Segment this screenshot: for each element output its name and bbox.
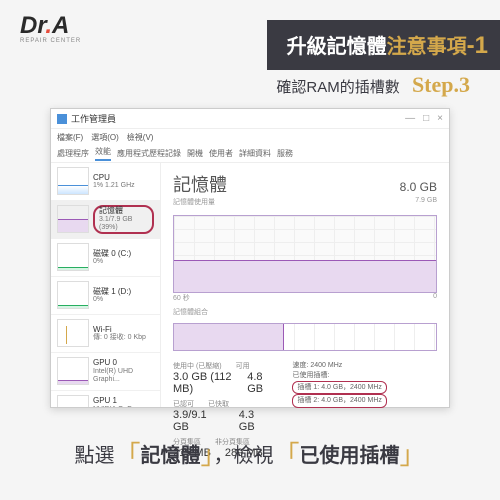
sub-text: 確認RAM的插槽數 [276,79,399,96]
instruction-text: 點選「記憶體」，檢視「已使用插槽」 [0,435,500,472]
chart-max: 7.9 GB [415,197,437,207]
sidebar-item-disk[interactable]: 磁碟 1 (D:)0% [51,277,160,315]
sidebar-item-gpu[interactable]: GPU 0Intel(R) UHD Graphi... [51,353,160,391]
header-num: 1 [475,32,488,59]
titlebar: 工作管理員 — □ × [51,109,449,129]
memory-chart [173,215,437,293]
sidebar: CPU1% 1.21 GHz記憶體3.1/7.9 GB (39%)磁碟 0 (C… [51,163,161,407]
slot-info: 插槽 1: 4.0 GB，2400 MHz [292,381,386,395]
bracket-close-1: 」 [200,440,213,470]
menu-item[interactable]: 檢視(V) [127,132,154,143]
side-val: 傳: 0 接收: 0 Kbp [93,334,146,342]
chart-time: 60 秒 [173,293,190,303]
sidebar-item-wifi[interactable]: Wi-Fi傳: 0 接收: 0 Kbp [51,315,160,353]
stat-value: 3.0 GB (112 MB) [173,371,233,395]
bracket-close-2: 」 [400,440,426,470]
side-name: GPU 1 [93,396,154,406]
comp-label: 記憶體組合 [173,307,437,317]
tab-item[interactable]: 應用程式歷程記錄 [117,148,181,159]
side-name: Wi-Fi [93,325,146,335]
maximize-button[interactable]: □ [423,113,429,124]
header-text-2: 注意事項 [387,36,467,58]
stat-label: 使用中 (已壓縮) [173,361,222,371]
side-val: 0% [93,258,131,266]
side-val: 3.1/7.9 GB (39%) [99,216,148,233]
stat-value: 3.9/9.1 GB [173,409,225,433]
menu-item[interactable]: 檔案(F) [57,132,83,143]
content-panel: 記憶體 8.0 GB 記憶體使用量 7.9 GB 60 秒 0 記憶體組合 使用中 … [161,163,449,407]
chart-zero: 0 [433,293,437,303]
tab-item[interactable]: 效能 [95,146,111,161]
tab-item[interactable]: 開機 [187,148,203,159]
mini-chart-icon [57,357,89,385]
slot-info: 已使用插槽: [292,371,437,381]
logo-subtitle: REPAIR CENTER [20,38,81,44]
stat-label: 已認可 [173,399,194,409]
memory-composition-chart [173,323,437,351]
side-name: GPU 0 [93,358,154,368]
close-button[interactable]: × [437,113,443,124]
side-name: 記憶體 [99,206,148,216]
bracket-open-2: 「 [274,440,300,470]
logo-post: A [52,12,69,39]
mini-chart-icon [57,281,89,309]
sidebar-item-gpu[interactable]: GPU 1NVIDIA GeForce M... [51,391,160,407]
mini-chart-icon [57,167,89,195]
content-total: 8.0 GB [400,180,437,194]
header-dash: - [467,32,475,59]
content-title: 記憶體 [173,171,227,197]
stat-label: 已快取 [208,399,229,409]
app-icon [57,114,67,124]
bracket-open-1: 「 [114,440,140,470]
stat-value: 4.8 GB [247,371,272,395]
mini-chart-icon [57,243,89,271]
bt-p1: 點選 [74,445,114,467]
side-name: 磁碟 1 (D:) [93,287,131,297]
sub-header: 確認RAM的插槽數 Step.3 [276,72,470,98]
step-label: Step.3 [412,72,470,97]
menu-item[interactable]: 選項(O) [91,132,119,143]
stat-value: 4.3 GB [239,409,273,433]
side-name: CPU [93,173,135,183]
minimize-button[interactable]: — [405,113,415,124]
sidebar-item-mem[interactable]: 記憶體3.1/7.9 GB (39%) [51,201,160,239]
bt-e2: 已使用插槽 [300,445,400,467]
tabs: 處理程序效能應用程式歷程記錄開機使用者詳細資料服務 [51,145,449,163]
tab-item[interactable]: 詳細資料 [239,148,271,159]
side-val: NVIDIA GeForce M... [93,406,154,407]
slot-info: 插槽 2: 4.0 GB，2400 MHz [292,394,386,408]
sidebar-item-disk[interactable]: 磁碟 0 (C:)0% [51,239,160,277]
mini-chart-icon [57,319,89,347]
side-val: Intel(R) UHD Graphi... [93,368,154,385]
header-banner: 升級記憶體注意事項-1 [267,20,500,70]
task-manager-window: 工作管理員 — □ × 檔案(F) 選項(O) 檢視(V) 處理程序效能應用程式歷程… [50,108,450,408]
menubar: 檔案(F) 選項(O) 檢視(V) [51,129,449,145]
brand-logo: Dr.A REPAIR CENTER [20,12,81,44]
mini-chart-icon [57,395,89,407]
logo-pre: Dr [20,12,45,39]
header-text-1: 升級記憶體 [287,36,387,58]
stat-label: 可用 [236,361,250,371]
side-val: 1% 1.21 GHz [93,182,135,190]
tab-item[interactable]: 處理程序 [57,148,89,159]
bt-p2: ，檢視 [214,445,274,467]
window-title: 工作管理員 [71,112,116,125]
slot-info: 速度: 2400 MHz [292,361,437,371]
sidebar-item-cpu[interactable]: CPU1% 1.21 GHz [51,163,160,201]
side-val: 0% [93,296,131,304]
tab-item[interactable]: 服務 [277,148,293,159]
chart-usage-label: 記憶體使用量 [173,197,215,207]
bt-e1: 記憶體 [140,445,200,467]
tab-item[interactable]: 使用者 [209,148,233,159]
side-name: 磁碟 0 (C:) [93,249,131,259]
mini-chart-icon [57,205,89,233]
